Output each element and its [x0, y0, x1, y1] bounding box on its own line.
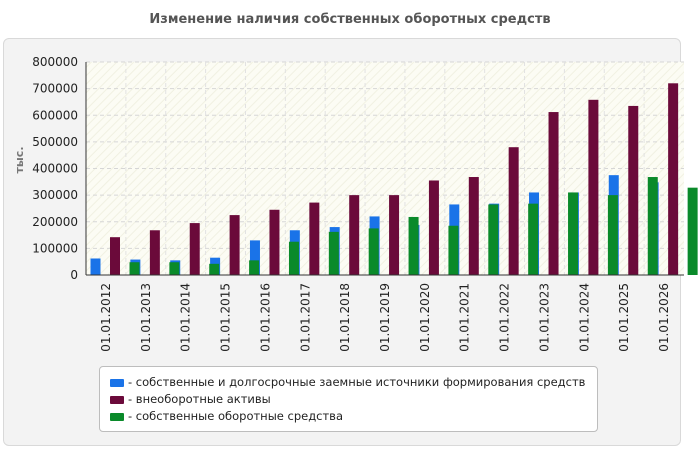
y-tick-label: 0	[70, 268, 78, 282]
chart-legend: - собственные и долгосрочные заемные ист…	[99, 366, 598, 432]
bar-s0-0	[90, 258, 101, 275]
x-tick-label: 01.01.2017	[298, 283, 312, 352]
bar-s2-9	[488, 204, 499, 275]
bar-s1-7	[389, 195, 400, 275]
bar-s2-0	[129, 262, 140, 275]
bar-s2-1	[169, 262, 180, 275]
x-tick-label: 01.01.2014	[179, 283, 193, 352]
y-tick-label: 700000	[32, 82, 78, 96]
legend-label-1: - внеоборотные активы	[128, 392, 271, 406]
x-tick-label: 01.01.2024	[577, 283, 591, 352]
x-tick-label: 01.01.2022	[498, 283, 512, 352]
x-tick-label: 01.01.2018	[338, 283, 352, 352]
x-tick-label: 01.01.2021	[458, 283, 472, 352]
bar-s1-10	[508, 147, 519, 275]
legend-swatch-2	[110, 412, 124, 421]
bar-s2-2	[209, 263, 220, 275]
y-axis-label: тыс.	[13, 146, 26, 173]
y-tick-label: 800000	[32, 55, 78, 69]
bar-s2-12	[607, 195, 618, 275]
bar-s1-6	[349, 195, 360, 275]
x-tick-label: 01.01.2023	[537, 283, 551, 352]
bar-s1-14	[668, 83, 679, 275]
y-tick-label: 300000	[32, 188, 78, 202]
x-tick-label: 01.01.2020	[418, 283, 432, 352]
bar-s2-5	[328, 231, 339, 275]
bar-s2-10	[528, 203, 539, 275]
x-tick-label: 01.01.2013	[139, 283, 153, 352]
y-tick-label: 100000	[32, 241, 78, 255]
bar-s1-3	[229, 215, 240, 275]
bar-s1-4	[269, 209, 280, 275]
x-tick-label: 01.01.2025	[617, 283, 631, 352]
x-tick-label: 01.01.2019	[378, 283, 392, 352]
legend-label-2: - собственные оборотные средства	[128, 409, 344, 423]
y-tick-label: 600000	[32, 108, 78, 122]
bar-s1-5	[309, 202, 320, 275]
y-tick-label: 200000	[32, 215, 78, 229]
x-tick-label: 01.01.2015	[219, 283, 233, 352]
legend-item-0: - собственные и долгосрочные заемные ист…	[110, 374, 597, 391]
bar-s2-13	[647, 177, 658, 275]
bar-s1-11	[548, 112, 559, 276]
y-tick-label: 400000	[32, 162, 78, 176]
y-tick-label: 500000	[32, 135, 78, 149]
bar-s2-4	[288, 241, 299, 275]
bar-s0-4	[249, 240, 260, 275]
x-tick-label: 01.01.2016	[258, 283, 272, 352]
legend-label-0: - собственные и долгосрочные заемные ист…	[128, 375, 586, 389]
bar-s1-9	[468, 177, 479, 275]
x-tick-label: 01.01.2026	[657, 283, 671, 352]
chart-title: Изменение наличия собственных оборотных …	[149, 12, 551, 27]
bar-s2-8	[448, 225, 459, 275]
legend-swatch-1	[110, 395, 124, 404]
bar-s1-12	[588, 99, 599, 276]
bar-s2-3	[249, 260, 260, 275]
bar-s1-0	[110, 237, 120, 275]
bar-s2-6	[368, 228, 379, 275]
legend-item-1: - внеоборотные активы	[110, 391, 597, 408]
legend-swatch-0	[110, 378, 124, 387]
bar-s1-13	[628, 105, 639, 276]
bar-s2-7	[408, 216, 419, 275]
bar-s1-2	[189, 223, 200, 275]
legend-item-2: - собственные оборотные средства	[110, 408, 597, 425]
bar-s1-8	[428, 180, 439, 275]
x-tick-label: 01.01.2012	[99, 283, 113, 352]
bar-s2-14	[687, 187, 698, 275]
bar-s1-1	[149, 230, 160, 275]
bar-s2-11	[568, 192, 579, 275]
